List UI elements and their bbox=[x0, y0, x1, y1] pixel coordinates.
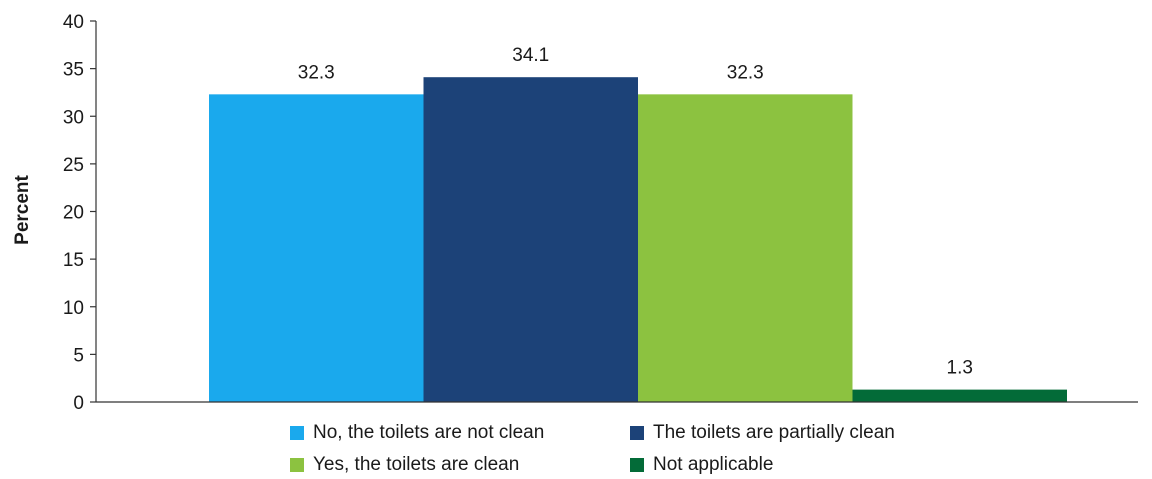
legend-item-not-clean: No, the toilets are not clean bbox=[290, 420, 630, 446]
y-tick-label: 20 bbox=[63, 203, 84, 224]
y-tick-label: 25 bbox=[63, 155, 84, 176]
legend-label: No, the toilets are not clean bbox=[313, 422, 545, 443]
y-tick-label: 5 bbox=[73, 345, 84, 366]
y-tick-label: 10 bbox=[63, 298, 84, 319]
bar-2 bbox=[423, 77, 638, 402]
bar-3 bbox=[638, 94, 853, 402]
y-axis: 0 5 10 15 20 25 30 35 40 bbox=[63, 12, 97, 414]
data-label-3: 32.3 bbox=[727, 62, 764, 83]
y-tick-label: 0 bbox=[73, 393, 84, 414]
legend-swatch bbox=[630, 426, 644, 440]
bars bbox=[209, 77, 1067, 402]
data-labels: 32.3 34.1 32.3 1.3 bbox=[298, 45, 973, 378]
legend-item-clean: Yes, the toilets are clean bbox=[290, 452, 630, 478]
y-tick-label: 40 bbox=[63, 12, 84, 33]
legend-label: The toilets are partially clean bbox=[653, 422, 895, 443]
y-tick-label: 15 bbox=[63, 250, 84, 271]
bar-4 bbox=[852, 389, 1067, 402]
legend: No, the toilets are not clean The toilet… bbox=[290, 420, 1010, 478]
data-label-2: 34.1 bbox=[512, 45, 549, 66]
legend-swatch bbox=[290, 426, 304, 440]
data-label-1: 32.3 bbox=[298, 62, 335, 83]
y-tick-label: 30 bbox=[63, 107, 84, 128]
legend-item-not-applicable: Not applicable bbox=[630, 452, 990, 478]
legend-swatch bbox=[630, 458, 644, 472]
y-axis-title: Percent bbox=[12, 174, 33, 244]
legend-item-partially-clean: The toilets are partially clean bbox=[630, 420, 990, 446]
legend-label: Not applicable bbox=[653, 454, 774, 475]
bar-1 bbox=[209, 94, 424, 402]
y-tick-label: 35 bbox=[63, 60, 84, 81]
legend-swatch bbox=[290, 458, 304, 472]
legend-label: Yes, the toilets are clean bbox=[313, 454, 520, 475]
data-label-4: 1.3 bbox=[947, 358, 973, 379]
